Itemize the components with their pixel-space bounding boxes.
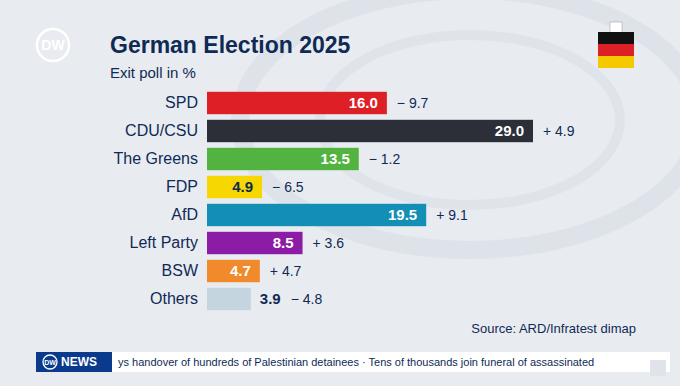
bar xyxy=(207,232,303,254)
bar xyxy=(207,120,533,142)
zoom-icon xyxy=(650,360,666,376)
ticker-logo-ring xyxy=(43,355,57,369)
subtitle: Exit poll in % xyxy=(110,64,196,81)
ticker-text: ys handover of hundreds of Palestinian d… xyxy=(118,356,594,368)
logo: DW xyxy=(37,29,69,61)
data-label: 4.7 xyxy=(230,262,251,279)
y-tick: Left Party xyxy=(130,234,207,251)
change-label: + 3.6 xyxy=(313,235,345,251)
bar xyxy=(207,288,251,310)
data-label: 8.5 xyxy=(273,234,294,251)
y-tick: AfD xyxy=(171,206,207,223)
y-tick: SPD xyxy=(165,94,207,111)
y-tick-label: SPD xyxy=(165,94,198,111)
ticker-bar xyxy=(36,352,670,372)
change-label: + 4.9 xyxy=(543,123,575,139)
y-tick: BSW xyxy=(162,262,207,279)
y-tick: Others xyxy=(150,290,207,307)
bar xyxy=(207,148,359,170)
y-axis: SPD CDU/CSU The Greens FDP AfD Left Party BSW O… xyxy=(114,94,207,307)
change-label: − 4.8 xyxy=(291,291,323,307)
logo-ring xyxy=(37,29,69,61)
bar xyxy=(207,260,260,282)
data-label: 16.0 xyxy=(349,94,378,111)
bar xyxy=(207,204,426,226)
change-label: − 1.2 xyxy=(369,151,401,167)
title: German Election 2025 xyxy=(110,32,351,58)
y-tick: FDP xyxy=(166,178,207,195)
change-label: − 9.7 xyxy=(397,95,429,111)
source: Source: ARD/Infratest dimap xyxy=(471,321,636,336)
data-label: 4.9 xyxy=(232,178,253,195)
bars xyxy=(207,92,533,310)
data-label: 3.9 xyxy=(260,290,281,307)
change-label: + 4.7 xyxy=(270,263,302,279)
y-tick-label: FDP xyxy=(166,178,198,195)
y-tick-label: The Greens xyxy=(114,150,198,167)
change-label: − 6.5 xyxy=(272,179,304,195)
data-label: 29.0 xyxy=(495,122,524,139)
y-tick: CDU/CSU xyxy=(125,122,207,139)
y-tick: The Greens xyxy=(114,150,207,167)
bar xyxy=(207,92,387,114)
ticker-logo-text: DW xyxy=(44,359,56,366)
logo-text: DW xyxy=(41,37,65,53)
y-tick-label: BSW xyxy=(162,262,199,279)
data-label: 19.5 xyxy=(388,206,417,223)
bar xyxy=(207,176,262,198)
y-tick-label: AfD xyxy=(171,206,198,223)
chart: DW German Election 2025 Exit poll in % SPD C… xyxy=(0,0,680,386)
background xyxy=(0,0,680,386)
labels: 16.0 − 9.7 29.0 + 4.9 13.5 − 1.2 4.9 − 6.5 19.5 +… xyxy=(230,94,575,307)
data-label: 13.5 xyxy=(321,150,350,167)
y-tick-label: Others xyxy=(150,290,198,307)
ticker-brand: NEWS xyxy=(61,355,97,369)
change-label: + 9.1 xyxy=(436,207,468,223)
y-tick-label: Left Party xyxy=(130,234,198,251)
ballot-icon xyxy=(598,22,634,68)
y-tick-label: CDU/CSU xyxy=(125,122,198,139)
ticker-brand-box xyxy=(36,352,112,372)
